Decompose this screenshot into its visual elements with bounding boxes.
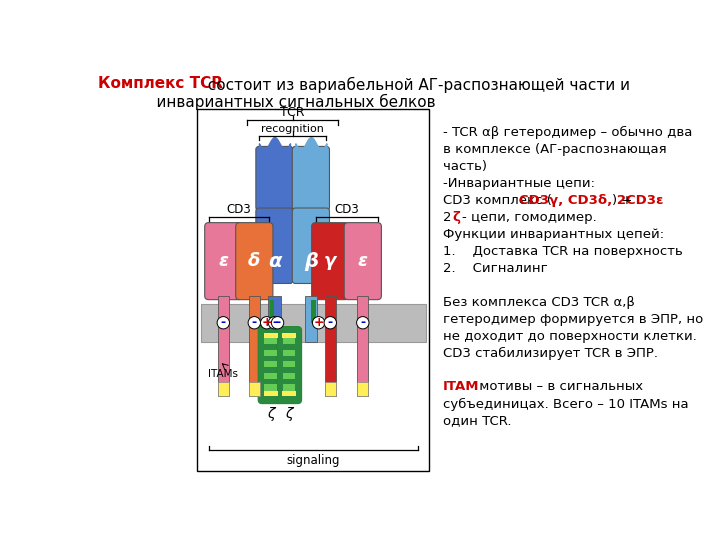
Bar xyxy=(264,390,277,396)
FancyBboxPatch shape xyxy=(258,327,283,403)
Text: - цепи, гомодимер.: - цепи, гомодимер. xyxy=(462,211,597,224)
Text: в комплексе (АГ-распознающая: в комплексе (АГ-распознающая xyxy=(443,143,666,157)
Text: CD3 комплекс (: CD3 комплекс ( xyxy=(443,194,552,207)
Bar xyxy=(264,338,276,345)
FancyBboxPatch shape xyxy=(292,208,330,284)
Bar xyxy=(283,361,295,367)
Text: -: - xyxy=(360,316,365,329)
Text: Комплекс TCR: Комплекс TCR xyxy=(98,76,222,91)
Bar xyxy=(264,361,276,367)
Bar xyxy=(264,373,276,379)
Text: γ: γ xyxy=(324,252,336,270)
Bar xyxy=(357,382,368,396)
Text: Без комплекса CD3 TCR α,β: Без комплекса CD3 TCR α,β xyxy=(443,296,634,309)
Text: Функции инвариантных цепей:: Функции инвариантных цепей: xyxy=(443,228,664,241)
FancyBboxPatch shape xyxy=(235,222,273,300)
Text: гетеродимер формируется в ЭПР, но: гетеродимер формируется в ЭПР, но xyxy=(443,313,703,326)
FancyBboxPatch shape xyxy=(312,222,349,300)
Bar xyxy=(264,333,277,338)
Circle shape xyxy=(217,316,230,329)
Text: -: - xyxy=(221,316,226,329)
Text: ε: ε xyxy=(358,252,368,270)
Circle shape xyxy=(248,316,261,329)
Bar xyxy=(357,296,368,396)
Text: TCR: TCR xyxy=(280,106,305,119)
Text: +: + xyxy=(261,316,272,329)
FancyBboxPatch shape xyxy=(256,146,293,211)
Text: не доходит до поверхности клетки.: не доходит до поверхности клетки. xyxy=(443,330,696,343)
Circle shape xyxy=(261,316,273,329)
Bar xyxy=(264,384,276,390)
Bar xyxy=(282,333,296,338)
Text: часть): часть) xyxy=(443,160,487,173)
Text: δ: δ xyxy=(248,252,261,270)
Bar xyxy=(283,373,295,379)
Text: 2: 2 xyxy=(443,211,455,224)
Text: ITAMs: ITAMs xyxy=(208,369,238,379)
Bar xyxy=(305,296,317,342)
Text: signaling: signaling xyxy=(287,454,340,467)
Bar xyxy=(249,296,260,396)
Text: CD3 стабилизирует TCR в ЭПР.: CD3 стабилизирует TCR в ЭПР. xyxy=(443,347,657,360)
Text: -: - xyxy=(272,316,277,329)
Bar xyxy=(311,300,315,323)
Text: α: α xyxy=(268,252,281,271)
Text: -: - xyxy=(252,316,257,329)
FancyBboxPatch shape xyxy=(276,327,302,403)
FancyBboxPatch shape xyxy=(292,146,330,211)
Circle shape xyxy=(324,316,336,329)
Text: CD3: CD3 xyxy=(334,202,359,215)
Text: ) +: ) + xyxy=(611,194,632,207)
Text: ζ: ζ xyxy=(285,408,293,421)
Text: мотивы – в сигнальных: мотивы – в сигнальных xyxy=(475,381,643,394)
Circle shape xyxy=(312,316,325,329)
Circle shape xyxy=(271,316,284,329)
Text: -: - xyxy=(328,316,333,329)
Bar xyxy=(283,338,295,345)
Text: CD3: CD3 xyxy=(226,202,251,215)
FancyBboxPatch shape xyxy=(344,222,382,300)
Bar xyxy=(197,110,429,471)
Text: ITAM: ITAM xyxy=(443,381,479,394)
Text: один TCR.: один TCR. xyxy=(443,414,511,427)
Bar xyxy=(283,384,295,390)
Bar xyxy=(218,382,229,396)
Bar xyxy=(282,390,296,396)
Bar xyxy=(218,296,229,396)
Text: 1.    Доставка TCR на поверхность: 1. Доставка TCR на поверхность xyxy=(443,245,683,258)
Circle shape xyxy=(356,316,369,329)
Bar xyxy=(325,382,336,396)
Circle shape xyxy=(269,316,281,329)
Text: +: + xyxy=(313,316,324,329)
Text: 2.    Сигналинг: 2. Сигналинг xyxy=(443,262,547,275)
Bar xyxy=(269,296,281,342)
Bar xyxy=(325,296,336,396)
Text: β: β xyxy=(304,252,318,271)
Text: ζ: ζ xyxy=(267,408,274,421)
Text: recognition: recognition xyxy=(261,124,324,134)
Text: -Инвариантные цепи:: -Инвариантные цепи: xyxy=(443,177,595,190)
Bar xyxy=(264,350,276,356)
Bar xyxy=(270,300,274,323)
Bar xyxy=(283,350,295,356)
Text: - TCR αβ гетеродимер – обычно два: - TCR αβ гетеродимер – обычно два xyxy=(443,126,692,139)
Text: ζ: ζ xyxy=(453,211,461,224)
Text: субъединицах. Всего – 10 ITAMs на: субъединицах. Всего – 10 ITAMs на xyxy=(443,397,688,410)
Bar xyxy=(201,303,426,342)
Text: ε: ε xyxy=(218,252,228,270)
FancyBboxPatch shape xyxy=(256,208,293,284)
FancyBboxPatch shape xyxy=(204,222,242,300)
Text: CD3γ, CD3δ, 2CD3ε: CD3γ, CD3δ, 2CD3ε xyxy=(519,194,664,207)
Text: инвариантных сигнальных белков: инвариантных сигнальных белков xyxy=(98,94,436,110)
Bar xyxy=(249,382,260,396)
Text: -: - xyxy=(275,316,280,329)
Text: состоит из вариабельной АГ-распознающей части и: состоит из вариабельной АГ-распознающей … xyxy=(199,76,631,92)
